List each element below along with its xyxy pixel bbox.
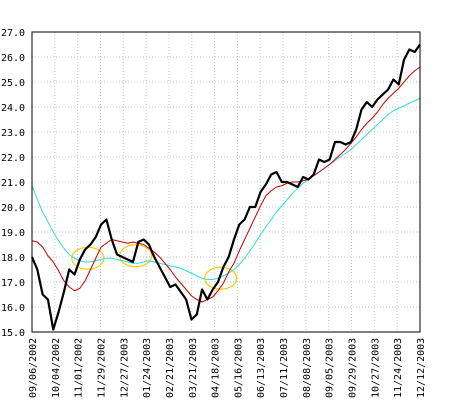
y-tick-label: 15.0 [1,328,25,339]
plot-frame [31,31,421,333]
x-tick-label: 10/04/2002 [51,338,62,398]
x-axis-labels: 09/06/2002 10/04/2002 11/01/2002 11/29/2002… [28,338,427,398]
x-tick-label: 06/13/2003 [256,338,267,398]
x-tick-label: 09/29/2003 [348,338,359,398]
y-tick-label: 27.0 [1,28,25,39]
y-tick-label: 17.0 [1,278,25,289]
x-tick-label: 01/24/2003 [142,338,153,398]
x-tick-label: 09/05/2003 [325,338,336,398]
y-axis-labels: 15.0 16.0 17.0 18.0 19.0 20.0 21.0 22.0 23.0 24.0… [1,28,25,339]
annotation-ellipse [204,266,238,290]
y-tick-label: 24.0 [1,103,25,114]
y-tick-label: 16.0 [1,303,25,314]
y-tick-label: 18.0 [1,253,25,264]
x-tick-label: 05/16/2003 [233,338,244,398]
y-tick-label: 19.0 [1,228,25,239]
x-tick-label: 12/27/2003 [119,338,130,398]
x-tick-label: 07/11/2003 [279,338,290,398]
y-tick-label: 23.0 [1,128,25,139]
grid-lines [31,31,421,333]
y-tick-label: 20.0 [1,203,25,214]
y-tick-label: 22.0 [1,153,25,164]
x-tick-label: 03/21/2003 [188,338,199,398]
series-line-2 [31,97,421,280]
series-line-0 [30,43,421,331]
series-lines [30,43,421,331]
x-tick-label: 10/27/2003 [370,338,381,398]
x-tick-label: 08/08/2003 [302,338,313,398]
x-tick-label: 04/18/2003 [211,338,222,398]
y-tick-label: 25.0 [1,78,25,89]
x-tick-label: 12/12/2003 [416,338,427,398]
x-tick-label: 11/24/2003 [393,338,404,398]
series-line-1 [31,66,421,303]
x-tick-label: 11/01/2002 [74,338,85,398]
y-tick-label: 26.0 [1,53,25,64]
y-tick-label: 21.0 [1,178,25,189]
x-tick-label: 11/29/2002 [96,338,107,398]
x-tick-label: 09/06/2002 [28,338,39,398]
x-tick-label: 02/21/2003 [165,338,176,398]
